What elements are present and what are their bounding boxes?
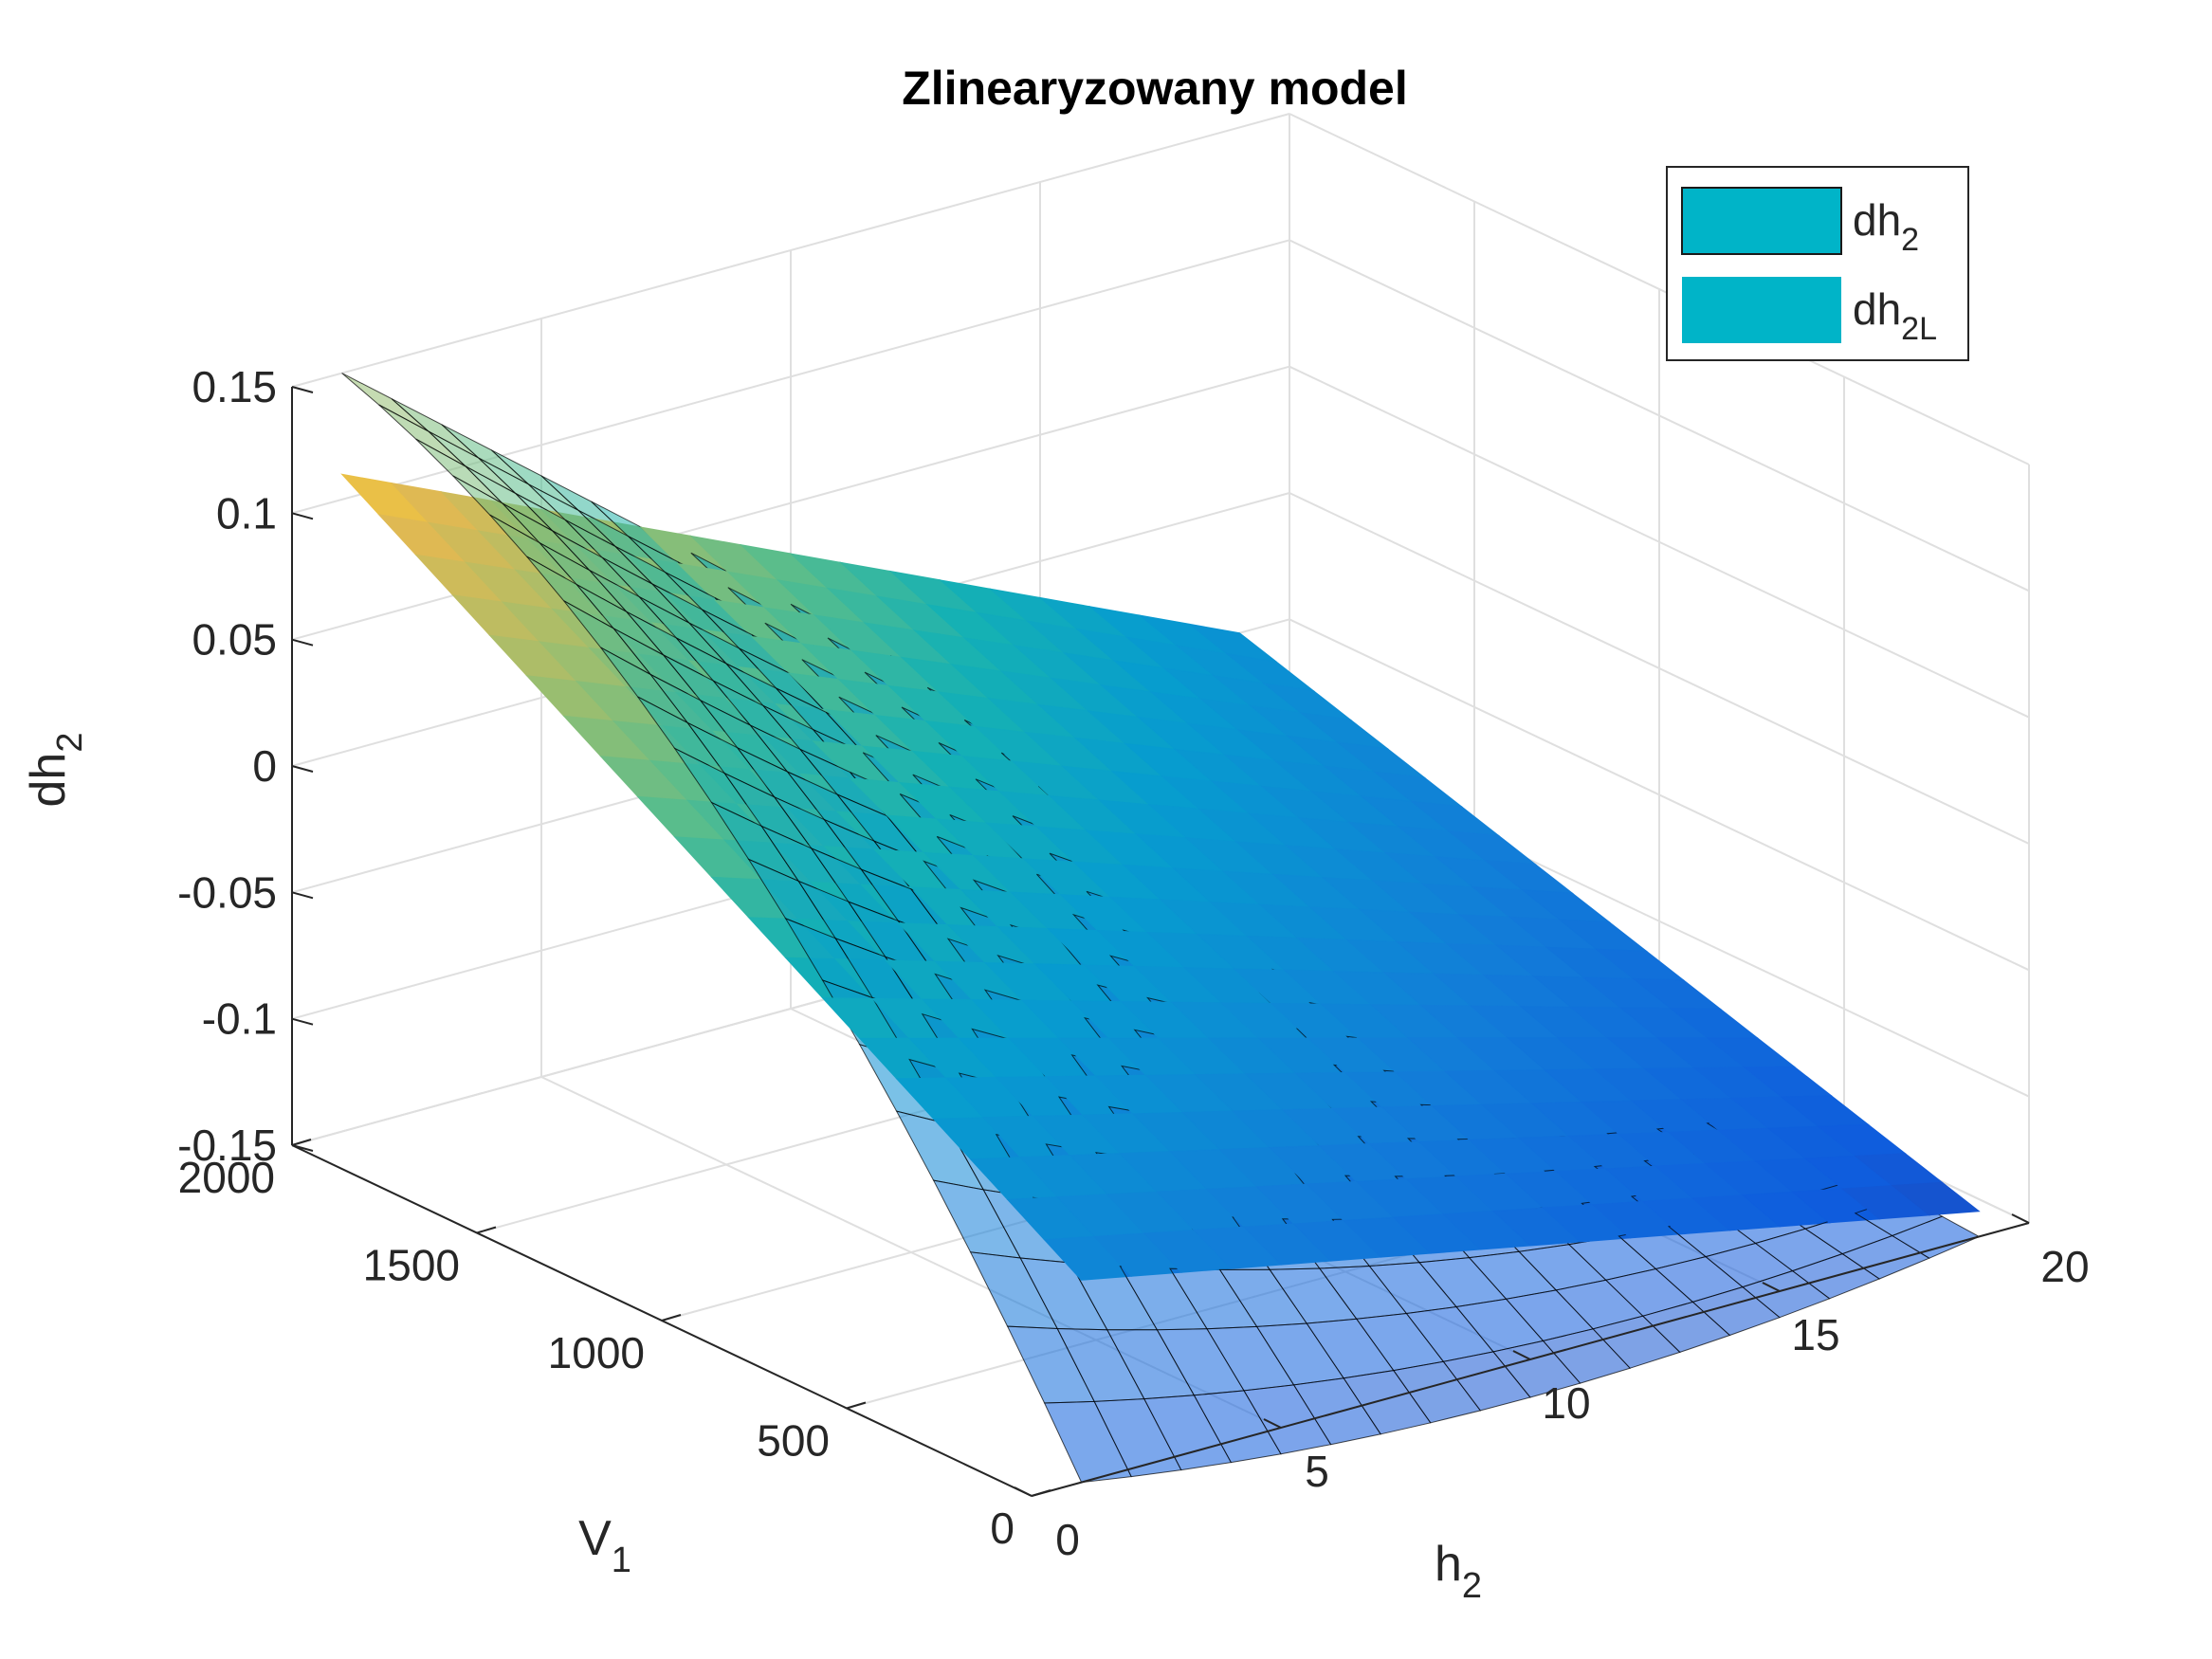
y-tick-label: 2000	[178, 1153, 275, 1202]
z-tick-label: 0.15	[192, 362, 277, 411]
surfaces	[340, 373, 1981, 1484]
x-tick	[1263, 1418, 1282, 1429]
legend-entry-base: dh	[1853, 195, 1901, 245]
x-axis-label-base: h	[1435, 1537, 1462, 1592]
z-tick	[291, 1017, 314, 1026]
z-axis-label-base: dh	[21, 753, 76, 808]
grid-line	[1289, 492, 2030, 845]
z-tick	[291, 512, 314, 520]
grid-line	[1289, 113, 2030, 465]
x-tick-label: 0	[1055, 1515, 1080, 1564]
z-tick	[291, 638, 314, 647]
chart-title: Zlinearyzowany model	[902, 62, 1407, 115]
z-axis-label: dh2	[21, 733, 90, 808]
y-tick-label: 0	[990, 1504, 1015, 1553]
x-tick	[2011, 1213, 2030, 1224]
z-tick	[291, 386, 314, 393]
legend-entry: dh2L	[1853, 284, 1937, 347]
x-tick-label: 10	[1542, 1378, 1590, 1428]
x-tick	[1014, 1486, 1033, 1497]
z-tick-label: -0.05	[177, 867, 277, 917]
x-tick	[1762, 1282, 1781, 1292]
legend-entry-subscript: 2L	[1901, 311, 1937, 347]
y-tick-label: 1500	[363, 1241, 460, 1290]
y-tick	[476, 1226, 497, 1234]
legend-swatch	[1681, 187, 1842, 255]
z-tick	[291, 1144, 314, 1152]
z-tick-label: 0.05	[192, 615, 277, 665]
y-tick	[1031, 1489, 1051, 1497]
z-tick	[291, 891, 314, 900]
x-tick-label: 15	[1791, 1310, 1839, 1359]
y-tick-label: 1000	[548, 1328, 645, 1377]
grid-line	[1289, 618, 2030, 972]
surface-patch-dh2	[341, 373, 430, 432]
z-tick-label: -0.15	[177, 1121, 277, 1170]
grid-line	[291, 113, 1290, 388]
axes: -0.15-0.1-0.0500.050.10.1505001000150020…	[21, 362, 2090, 1606]
y-tick	[291, 1139, 312, 1146]
surface-patch-dh2L	[1891, 1181, 1981, 1216]
y-axis-label: V1	[578, 1511, 631, 1580]
grid-line	[1289, 239, 2030, 592]
x-axis-label: h2	[1435, 1537, 1482, 1606]
z-tick-label: -0.1	[202, 994, 277, 1044]
x-tick-label: 5	[1305, 1447, 1329, 1496]
z-tick-label: 0.1	[216, 488, 277, 538]
legend-entry-subscript: 2	[1901, 222, 1919, 258]
legend-entry: dh2	[1853, 195, 1919, 258]
y-axis-label-base: V	[578, 1511, 612, 1566]
x-tick-label: 20	[2040, 1242, 2089, 1291]
x-tick	[1512, 1350, 1531, 1360]
surface-patch-dh2	[1891, 1215, 1981, 1259]
z-tick-label: 0	[252, 741, 277, 791]
legend-entry-base: dh	[1853, 284, 1901, 334]
y-tick	[661, 1314, 682, 1322]
legend-swatch	[1682, 277, 1841, 343]
y-tick-label: 500	[757, 1416, 830, 1466]
y-axis-label-subscript: 1	[612, 1540, 631, 1580]
z-axis-label-subscript: 2	[50, 733, 90, 753]
z-tick	[291, 765, 314, 773]
grid-line	[1289, 365, 2030, 719]
x-axis-label-subscript: 2	[1462, 1566, 1482, 1606]
y-tick	[846, 1401, 867, 1410]
